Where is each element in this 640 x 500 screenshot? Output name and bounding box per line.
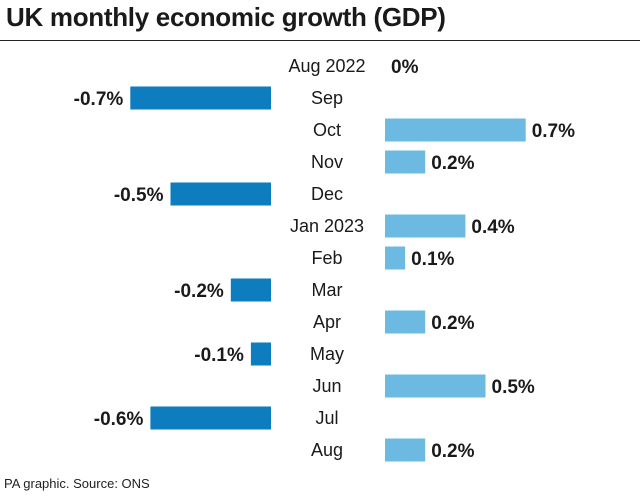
bar xyxy=(385,118,526,142)
category-label: May xyxy=(310,344,344,364)
value-label: -0.2% xyxy=(174,281,224,302)
category-label: Jun xyxy=(312,376,341,396)
bar xyxy=(385,150,426,174)
chart-title: UK monthly economic growth (GDP) xyxy=(6,2,446,32)
category-label: Sep xyxy=(311,88,343,108)
category-label: Apr xyxy=(313,312,341,332)
category-label: Oct xyxy=(313,120,341,140)
category-label: Nov xyxy=(311,152,343,172)
bar xyxy=(150,406,271,430)
category-label: Aug 2022 xyxy=(288,56,365,76)
source-note: PA graphic. Source: ONS xyxy=(4,476,150,491)
value-label: -0.6% xyxy=(94,409,144,430)
value-label: 0.2% xyxy=(431,313,474,334)
category-label: Mar xyxy=(312,280,343,300)
category-label: Dec xyxy=(311,184,343,204)
bar xyxy=(385,438,426,462)
title-divider xyxy=(0,40,640,41)
bar xyxy=(250,342,271,366)
bar xyxy=(385,246,406,270)
bar xyxy=(170,182,271,206)
value-label: 0.2% xyxy=(431,153,474,174)
bar xyxy=(385,214,466,238)
category-label: Jul xyxy=(315,408,338,428)
bar xyxy=(230,278,271,302)
category-label: Aug xyxy=(311,440,343,460)
value-label: -0.5% xyxy=(114,185,164,206)
value-label: 0% xyxy=(391,57,419,78)
bar xyxy=(385,310,426,334)
value-label: 0.1% xyxy=(411,249,454,270)
category-label: Feb xyxy=(311,248,342,268)
category-label: Jan 2023 xyxy=(290,216,364,236)
bar xyxy=(130,86,271,110)
value-label: 0.4% xyxy=(471,217,514,238)
bar xyxy=(385,374,486,398)
value-label: -0.7% xyxy=(74,89,124,110)
value-label: 0.7% xyxy=(532,121,575,142)
value-label: 0.5% xyxy=(492,377,535,398)
value-label: 0.2% xyxy=(431,441,474,462)
value-label: -0.1% xyxy=(194,345,244,366)
